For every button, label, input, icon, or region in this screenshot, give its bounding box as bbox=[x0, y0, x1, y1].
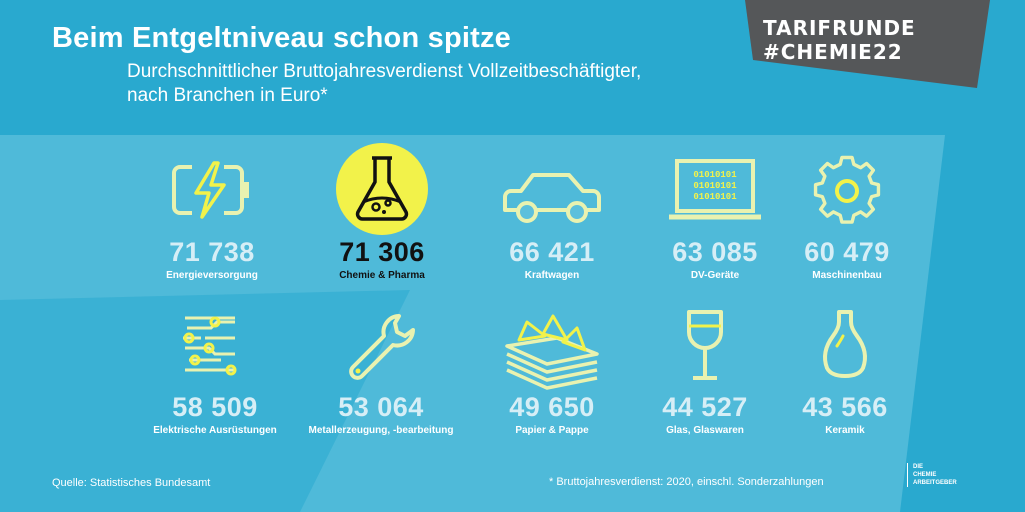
item-label: DV-Geräte bbox=[690, 270, 740, 281]
item-value: 63 085 bbox=[672, 237, 758, 267]
badge-line-1: TARIFRUNDE bbox=[763, 16, 916, 40]
logo: DIE CHEMIE ARBEITGEBER bbox=[907, 463, 957, 487]
item-value: 43 566 bbox=[802, 392, 888, 422]
item-value: 66 421 bbox=[509, 237, 595, 267]
item-label: Papier & Pappe bbox=[515, 425, 589, 436]
item-label: Energieversorgung bbox=[166, 270, 258, 281]
item-value: 71 306 bbox=[339, 237, 425, 267]
item-label: Elektrische Ausrüstungen bbox=[153, 425, 277, 436]
paper-stack-icon bbox=[502, 310, 602, 400]
gear-icon bbox=[797, 155, 897, 245]
item-label: Kraftwagen bbox=[524, 270, 580, 281]
item-value: 71 738 bbox=[169, 237, 255, 267]
battery-charging-icon bbox=[162, 155, 262, 245]
vase-icon bbox=[795, 310, 895, 400]
car-icon bbox=[502, 155, 602, 245]
wine-glass-icon bbox=[655, 310, 755, 400]
footnote: * Bruttojahresverdienst: 2020, einschl. … bbox=[549, 476, 824, 488]
flask-icon bbox=[332, 142, 432, 235]
item-value: 60 479 bbox=[804, 237, 890, 267]
item-value: 49 650 bbox=[509, 392, 595, 422]
item-label: Glas, Glaswaren bbox=[666, 425, 744, 436]
logo-line-2: CHEMIE bbox=[913, 472, 937, 478]
screen-text-3: 01010101 bbox=[693, 192, 737, 202]
logo-line-3: ARBEITGEBER bbox=[913, 480, 957, 486]
subtitle-line-1: Durchschnittlicher Bruttojahresverdienst… bbox=[127, 61, 642, 82]
subtitle-line-2: nach Branchen in Euro* bbox=[127, 85, 328, 106]
item-value: 44 527 bbox=[662, 392, 748, 422]
campaign-badge: TARIFRUNDE #CHEMIE22 bbox=[745, 0, 1025, 90]
item-label: Metallerzeugung, -bearbeitung bbox=[308, 425, 454, 436]
source-note: Quelle: Statistisches Bundesamt bbox=[52, 477, 211, 489]
wrench-icon bbox=[331, 310, 431, 400]
page-subtitle: Durchschnittlicher Bruttojahresverdienst… bbox=[127, 60, 747, 108]
item-value: 53 064 bbox=[338, 392, 424, 422]
item-label: Chemie & Pharma bbox=[339, 270, 425, 281]
item-label: Keramik bbox=[825, 425, 865, 436]
circuit-icon bbox=[165, 310, 265, 400]
badge-line-2: #CHEMIE22 bbox=[763, 40, 903, 64]
laptop-icon: 01010101 01010101 01010101 bbox=[665, 155, 765, 245]
page-title: Beim Entgeltniveau schon spitze bbox=[52, 22, 512, 54]
logo-line-1: DIE bbox=[913, 464, 924, 470]
screen-text-1: 01010101 bbox=[693, 170, 737, 180]
item-value: 58 509 bbox=[172, 392, 258, 422]
screen-text-2: 01010101 bbox=[693, 181, 737, 191]
item-label: Maschinenbau bbox=[812, 270, 882, 281]
